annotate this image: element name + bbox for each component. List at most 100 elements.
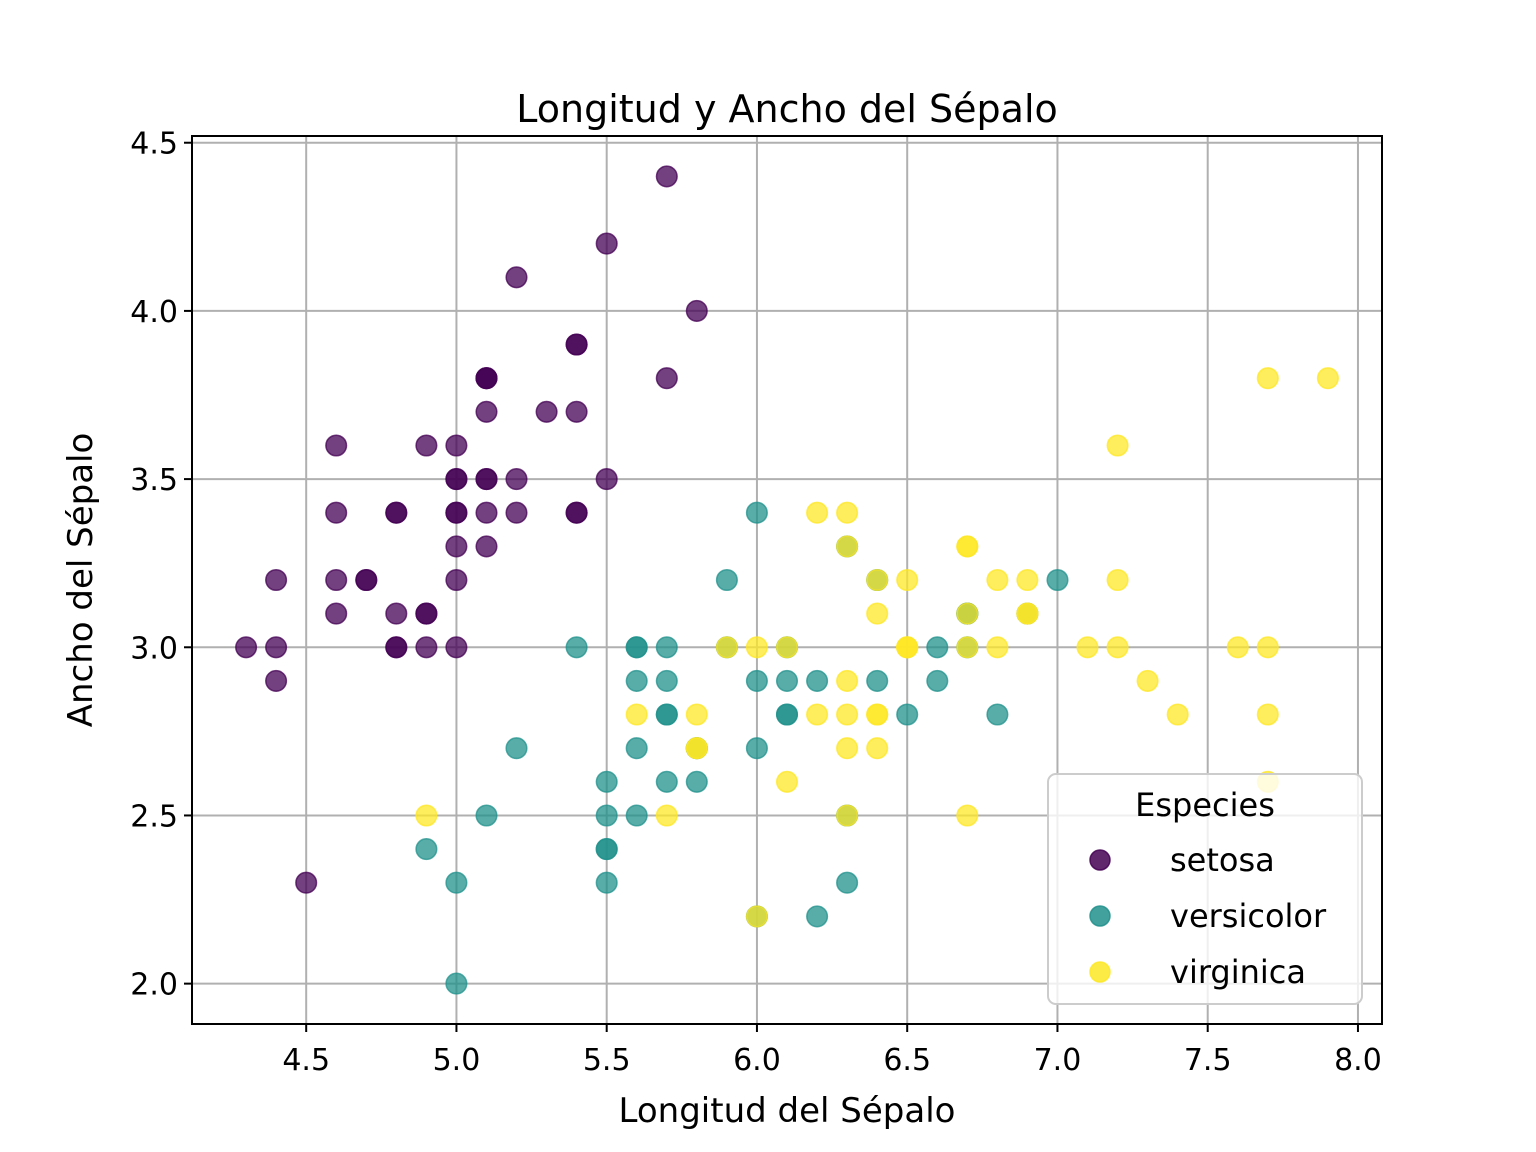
x-tick-label: 6.5 bbox=[883, 1043, 931, 1078]
data-point-virginica bbox=[866, 703, 889, 726]
data-point-virginica bbox=[986, 636, 1009, 659]
data-point-virginica bbox=[1106, 636, 1129, 659]
legend-entries: setosa versicolor virginica bbox=[1089, 841, 1327, 991]
data-point-setosa bbox=[565, 333, 588, 356]
data-point-virginica bbox=[685, 703, 708, 726]
data-point-virginica bbox=[866, 568, 889, 592]
data-point-virginica bbox=[1106, 568, 1129, 592]
ticks-layer: 4.5 5.0 5.5 6.0 6.5 7.0 7.5 8.0 2.0 2.5 3.0 3.5 4.0 4… bbox=[130, 127, 1382, 1078]
data-point-virginica bbox=[1136, 669, 1159, 692]
data-point-versicolor bbox=[595, 838, 618, 861]
data-point-virginica bbox=[836, 669, 859, 692]
data-point-setosa bbox=[295, 871, 318, 894]
data-point-setosa bbox=[325, 434, 348, 457]
data-point-setosa bbox=[565, 501, 588, 524]
data-point-virginica bbox=[685, 737, 708, 760]
data-point-setosa bbox=[475, 535, 498, 558]
data-point-setosa bbox=[265, 568, 288, 592]
legend-label-virginica: virginica bbox=[1170, 953, 1306, 991]
data-point-setosa bbox=[505, 468, 528, 491]
legend-title: Especies bbox=[1135, 786, 1275, 824]
x-axis-label: Longitud del Sépalo bbox=[619, 1091, 956, 1131]
data-point-versicolor bbox=[806, 669, 829, 692]
data-point-versicolor bbox=[625, 737, 648, 760]
data-point-virginica bbox=[745, 636, 768, 659]
data-point-setosa bbox=[325, 501, 348, 524]
data-point-setosa bbox=[445, 568, 468, 592]
data-point-virginica bbox=[986, 568, 1009, 592]
data-point-virginica bbox=[1256, 636, 1279, 659]
data-point-virginica bbox=[836, 535, 859, 558]
data-point-versicolor bbox=[745, 669, 768, 692]
data-point-virginica bbox=[866, 602, 889, 625]
data-point-setosa bbox=[355, 568, 378, 592]
data-point-versicolor bbox=[866, 669, 889, 692]
series-virginica bbox=[415, 367, 1339, 928]
data-point-virginica bbox=[1106, 434, 1129, 457]
data-point-versicolor bbox=[445, 972, 468, 995]
data-point-setosa bbox=[445, 434, 468, 457]
y-tick-label: 4.5 bbox=[130, 127, 178, 162]
legend-marker-virginica bbox=[1089, 961, 1111, 983]
data-point-virginica bbox=[1016, 568, 1039, 592]
data-point-setosa bbox=[445, 468, 468, 491]
y-axis-label: Ancho del Sépalo bbox=[61, 433, 101, 728]
x-tick-label: 8.0 bbox=[1334, 1043, 1382, 1078]
x-tick-label: 4.5 bbox=[282, 1043, 330, 1078]
data-point-virginica bbox=[655, 804, 678, 827]
data-point-versicolor bbox=[896, 703, 919, 726]
data-point-versicolor bbox=[836, 871, 859, 894]
data-point-setosa bbox=[475, 501, 498, 524]
data-point-virginica bbox=[956, 804, 979, 827]
x-tick-label: 7.0 bbox=[1034, 1043, 1082, 1078]
data-point-virginica bbox=[836, 804, 859, 827]
data-point-versicolor bbox=[685, 770, 708, 793]
data-point-virginica bbox=[745, 905, 768, 928]
legend: Especies setosa versicolor virginica bbox=[1047, 773, 1363, 1005]
data-point-versicolor bbox=[926, 669, 949, 692]
data-point-virginica bbox=[415, 804, 438, 827]
data-point-setosa bbox=[445, 636, 468, 659]
data-point-versicolor bbox=[926, 636, 949, 659]
legend-box bbox=[1047, 773, 1363, 1005]
data-point-setosa bbox=[565, 400, 588, 423]
legend-marker-setosa bbox=[1089, 849, 1111, 871]
data-point-virginica bbox=[1226, 636, 1249, 659]
data-point-virginica bbox=[956, 602, 979, 625]
data-point-versicolor bbox=[775, 669, 799, 692]
y-tick-label: 2.5 bbox=[130, 799, 178, 834]
data-point-versicolor bbox=[625, 669, 648, 692]
data-point-setosa bbox=[385, 636, 408, 659]
data-point-virginica bbox=[836, 703, 859, 726]
data-point-virginica bbox=[896, 568, 919, 592]
series-setosa bbox=[235, 165, 708, 894]
series-versicolor bbox=[415, 501, 1069, 995]
data-point-setosa bbox=[655, 367, 678, 390]
data-point-versicolor bbox=[655, 669, 678, 692]
data-point-versicolor bbox=[595, 871, 618, 894]
data-point-versicolor bbox=[745, 501, 768, 524]
data-point-virginica bbox=[956, 636, 979, 659]
data-point-virginica bbox=[625, 703, 648, 726]
data-point-virginica bbox=[866, 737, 889, 760]
data-point-setosa bbox=[655, 165, 678, 188]
data-point-versicolor bbox=[986, 703, 1009, 726]
data-point-virginica bbox=[1166, 703, 1189, 726]
data-point-versicolor bbox=[595, 804, 618, 827]
data-point-virginica bbox=[806, 501, 829, 524]
legend-label-setosa: setosa bbox=[1170, 841, 1275, 879]
data-point-versicolor bbox=[715, 568, 738, 592]
x-tick-label: 5.5 bbox=[583, 1043, 631, 1078]
data-point-setosa bbox=[535, 400, 558, 423]
data-point-setosa bbox=[445, 535, 468, 558]
data-point-versicolor bbox=[1046, 568, 1069, 592]
data-point-setosa bbox=[595, 232, 618, 255]
data-point-setosa bbox=[415, 602, 438, 625]
data-point-setosa bbox=[385, 602, 408, 625]
data-points-layer bbox=[235, 165, 1339, 995]
data-point-setosa bbox=[475, 367, 498, 390]
data-point-versicolor bbox=[806, 905, 829, 928]
data-point-setosa bbox=[325, 602, 348, 625]
